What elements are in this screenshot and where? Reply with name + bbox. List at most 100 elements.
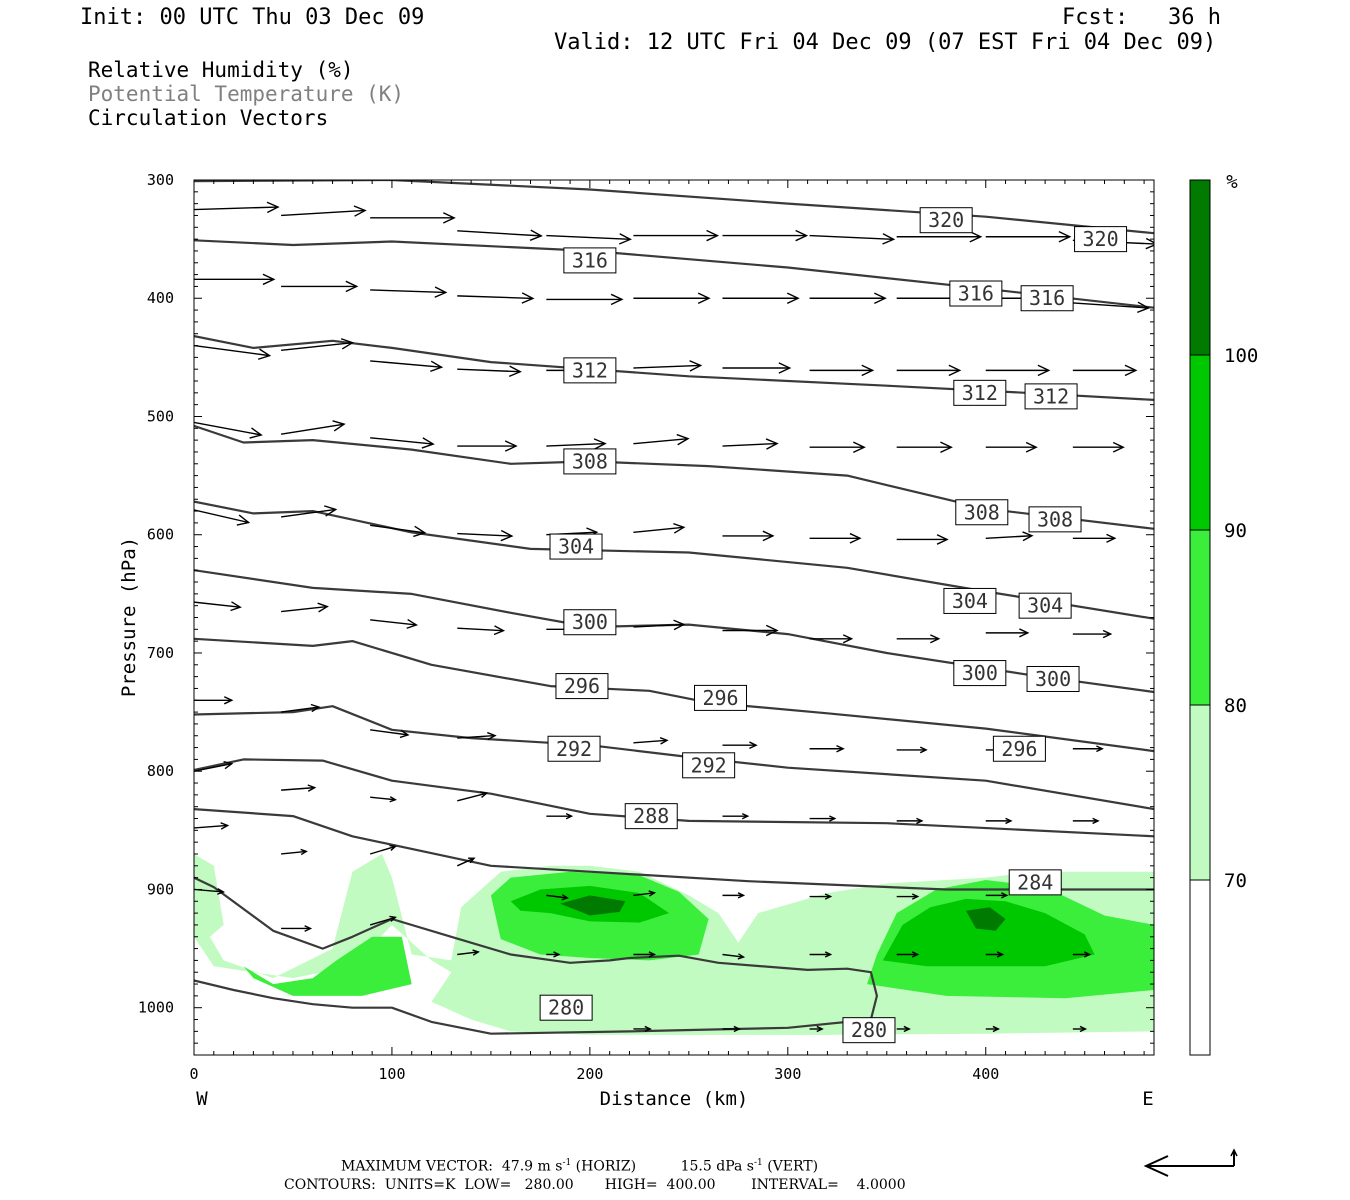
circulation-vector (457, 731, 497, 741)
contour-label-box (563, 448, 617, 475)
circulation-vector (280, 505, 338, 518)
circulation-vector (809, 815, 837, 822)
contour-label-box (949, 280, 1003, 307)
y-axis-title: Pressure (hPa) (118, 537, 140, 697)
colorbar-frame (1189, 179, 1211, 1056)
circulation-vector (722, 362, 792, 374)
circulation-vector (722, 741, 758, 749)
y-tick-label: 500 (147, 407, 174, 425)
reference-vector-icon (1143, 1148, 1238, 1177)
theta-contour-304 (194, 500, 1154, 620)
contour-label-box (549, 533, 603, 560)
contour-label-300: 300 (572, 610, 608, 634)
circulation-vector (281, 703, 321, 713)
circulation-vector (281, 784, 317, 792)
circulation-vector (370, 524, 427, 538)
contour-label-box (1026, 665, 1080, 692)
circulation-vector (722, 953, 746, 960)
circulation-vectors (194, 201, 1154, 1033)
contour-label-box (992, 735, 1046, 762)
circulation-vector (633, 522, 686, 534)
contour-label-box (1074, 226, 1128, 253)
colorbar-unit: % (1226, 171, 1238, 193)
circulation-vector (985, 231, 1072, 243)
colorbar-segment (1190, 530, 1210, 705)
rh-shading (194, 854, 1154, 1035)
contour-label-304: 304 (1027, 594, 1063, 618)
circulation-vector (194, 509, 251, 526)
circulation-vector (546, 293, 624, 306)
theta-contour-308 (194, 424, 1154, 530)
max-vector-line: MAXIMUM VECTOR: 47.9 m s-1 (HORIZ) 15.5 … (341, 1158, 818, 1175)
colorbar-label-70: 70 (1224, 870, 1247, 892)
circulation-vector (896, 817, 924, 825)
max-horiz-unit: (HORIZ) (575, 1158, 637, 1175)
circulation-vector (722, 530, 775, 542)
circulation-vector (546, 951, 561, 958)
x-tick-label: 200 (576, 1065, 603, 1083)
rh-region-100 (966, 907, 1006, 931)
circulation-vector (457, 440, 518, 452)
circulation-vector (1072, 951, 1092, 958)
circulation-vector (722, 812, 750, 820)
contour-label-312: 312 (572, 358, 608, 382)
contour-label-288: 288 (633, 804, 669, 828)
circulation-vector (370, 729, 410, 739)
theta-contour-292 (194, 705, 1154, 811)
x-tick-label: 100 (378, 1065, 405, 1083)
contour-label-box (1020, 285, 1074, 312)
circulation-vector (809, 364, 875, 377)
circulation-vector (281, 602, 329, 613)
circulation-vector (633, 229, 720, 242)
contour-label-box (943, 587, 997, 614)
contour-label-box (563, 609, 617, 636)
circulation-vector (896, 951, 920, 958)
contour-label-296: 296 (702, 686, 738, 710)
max-vert-unit: (VERT) (767, 1158, 819, 1175)
colorbar: 70 80 90 100 (1189, 179, 1258, 1056)
circulation-vector (722, 624, 779, 637)
contour-label-316: 316 (1029, 286, 1065, 310)
circulation-vector (194, 201, 280, 214)
contour-label-box (547, 735, 601, 762)
contour-info: CONTOURS: UNITS=K LOW= 280.00 HIGH= 400.… (284, 1177, 906, 1193)
max-vector-label: MAXIMUM VECTOR: (341, 1158, 493, 1175)
colorbar-segment (1190, 705, 1210, 880)
contour-label-308: 308 (964, 500, 1000, 524)
circulation-vector (194, 696, 234, 705)
circulation-vector (457, 365, 522, 378)
contour-label-box (563, 357, 617, 384)
max-vert-superscript: -1 (753, 1158, 763, 1168)
circulation-vector (1072, 629, 1113, 639)
circulation-vector (896, 746, 928, 754)
contour-label-304: 304 (558, 535, 594, 559)
circulation-vector (1072, 817, 1100, 825)
contour-label-box (682, 752, 736, 779)
circulation-vector (985, 628, 1030, 638)
rh-region-80 (243, 936, 412, 996)
max-horiz-value: 47.9 m s (501, 1158, 563, 1175)
theta-contour-288 (194, 758, 1154, 838)
contour-label-box (539, 994, 593, 1021)
circulation-vector (194, 273, 276, 286)
circulation-vector (194, 822, 230, 830)
circulation-vector (896, 534, 949, 545)
east-label: E (1142, 1088, 1153, 1110)
circulation-vector (370, 618, 418, 629)
circulation-vector (633, 292, 711, 304)
circulation-vector (633, 890, 657, 897)
circulation-vector (281, 338, 355, 351)
circulation-vector (1072, 364, 1138, 377)
legend-relative-humidity: Relative Humidity (%) (88, 58, 354, 82)
circulation-vector (809, 1025, 824, 1033)
circulation-vector (370, 437, 435, 449)
circulation-vector (809, 532, 862, 544)
rh-region-100 (560, 895, 626, 916)
circulation-vector (722, 1025, 741, 1033)
contour-label-296: 296 (564, 674, 600, 698)
circulation-vector (281, 205, 367, 217)
contour-label-box (919, 207, 973, 234)
circulation-vector (722, 229, 809, 242)
x-tick-label: 400 (972, 1065, 999, 1083)
